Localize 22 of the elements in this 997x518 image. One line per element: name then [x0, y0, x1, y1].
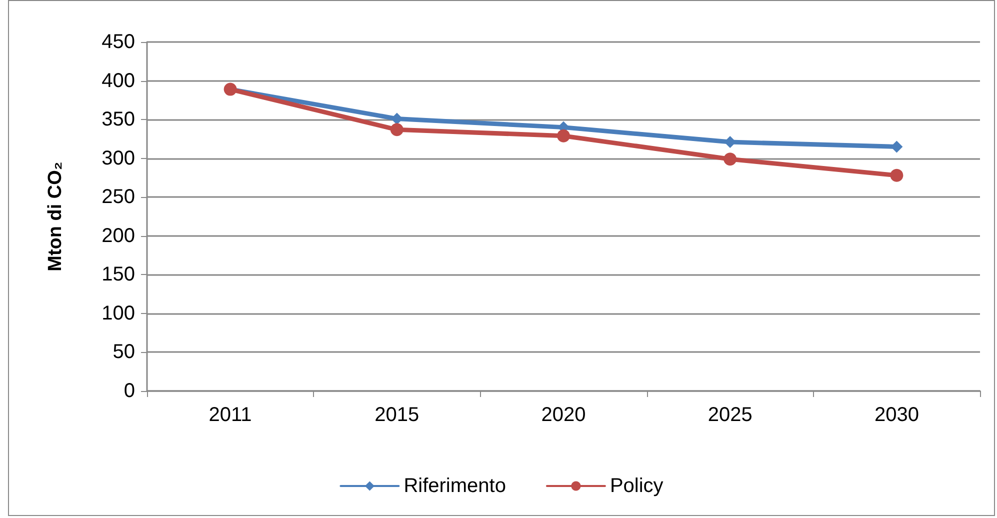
- y-tick-label: 50: [112, 341, 135, 364]
- legend-label: Policy: [610, 475, 664, 497]
- x-tick-label: 2030: [874, 404, 919, 426]
- point: [890, 168, 904, 182]
- x-tick-label: 2011: [208, 404, 252, 426]
- legend-label: Riferimento: [404, 475, 506, 497]
- y-tick-label: 200: [102, 224, 135, 247]
- y-tick-label: 150: [102, 264, 135, 286]
- y-tick-label: 100: [102, 302, 135, 324]
- point: [390, 123, 404, 136]
- x-tick-label: 2025: [708, 404, 752, 426]
- x-tick-label: 2020: [541, 404, 586, 426]
- point: [724, 152, 737, 166]
- y-tick-label: 250: [102, 186, 135, 208]
- y-axis-title: Mton di CO₂: [45, 162, 66, 272]
- y-tick-label: 450: [102, 31, 135, 53]
- y-tick-label: 0: [124, 380, 135, 402]
- x-tick-label: 2015: [374, 404, 420, 426]
- point: [557, 129, 570, 142]
- y-tick-label: 300: [102, 147, 135, 170]
- y-tick-label: 400: [102, 70, 135, 92]
- y-tick-label: 350: [102, 108, 135, 131]
